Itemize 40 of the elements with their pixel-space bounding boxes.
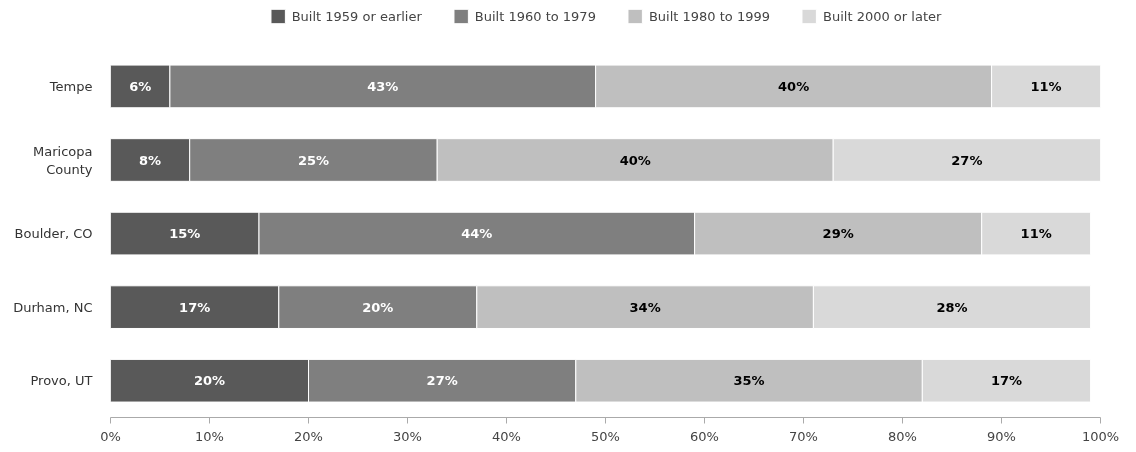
y-tick-label: Provo, UT — [30, 373, 93, 389]
x-tick-label: 10% — [195, 428, 224, 444]
legend-label: Built 1980 to 1999 — [648, 8, 771, 24]
data-label: 11% — [1030, 78, 1062, 94]
x-tick-label: 50% — [591, 428, 620, 444]
data-label: 40% — [619, 152, 651, 168]
x-tick-label: 60% — [690, 428, 719, 444]
x-tick-label: 100% — [1081, 428, 1120, 444]
data-label: 25% — [297, 152, 330, 168]
data-label: 15% — [169, 226, 201, 242]
x-tick-label: 80% — [888, 428, 917, 444]
data-label: 34% — [629, 299, 661, 315]
y-tick-label: Tempe — [48, 78, 93, 94]
y-tick-label: Maricopa County — [33, 143, 93, 177]
data-label: 17% — [179, 299, 211, 315]
x-tick-label: 90% — [987, 428, 1016, 444]
x-tick-label: 30% — [393, 428, 422, 444]
legend-label: Built 1960 to 1979 — [474, 8, 596, 24]
legend-label: Built 2000 or later — [823, 8, 942, 24]
data-label: 43% — [367, 78, 399, 94]
data-label: 27% — [426, 373, 458, 389]
y-tick-label: Durham, NC — [13, 299, 93, 315]
data-label: 6% — [129, 78, 152, 94]
y-tick-label: Boulder, CO — [14, 226, 93, 242]
data-label: 20% — [193, 373, 226, 389]
x-tick-label: 0% — [100, 428, 121, 444]
legend-label: Built 1959 or earlier — [291, 8, 422, 24]
data-label: 35% — [733, 373, 765, 389]
data-label: 17% — [990, 373, 1023, 389]
data-label: 29% — [822, 226, 854, 242]
x-tick-label: 20% — [294, 428, 323, 444]
data-label: 40% — [778, 78, 810, 94]
x-tick-label: 40% — [492, 428, 521, 444]
data-label: 8% — [139, 152, 162, 168]
data-label: 11% — [1020, 226, 1052, 242]
data-label: 44% — [461, 226, 493, 242]
data-label: 27% — [951, 152, 983, 168]
data-label: 20% — [362, 299, 394, 315]
x-tick-label: 70% — [789, 428, 818, 444]
data-label: 28% — [936, 299, 968, 315]
